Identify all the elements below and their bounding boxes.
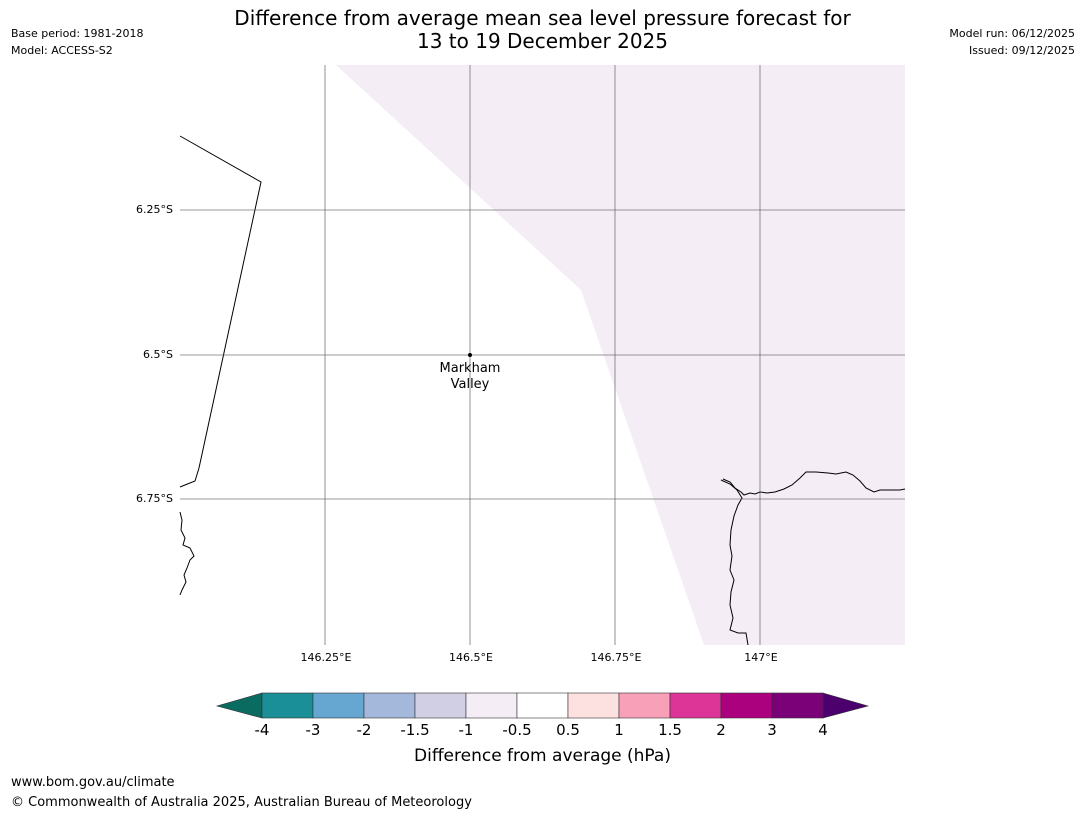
place-label-line-1: Markham bbox=[440, 361, 501, 376]
colorbar-high-extension bbox=[822, 692, 870, 719]
lat-label-6-5: 6.5°S bbox=[143, 348, 173, 361]
colorbar-tick-label: -2 bbox=[357, 721, 372, 739]
colorbar-tick-label: -1 bbox=[459, 721, 474, 739]
footer-copyright: © Commonwealth of Australia 2025, Austra… bbox=[11, 795, 472, 810]
lon-label-146-25: 146.25°E bbox=[301, 651, 352, 664]
base-period-text: Base period: 1981-2018 bbox=[11, 27, 144, 40]
metadata-right: Model run: 06/12/2025 Issued: 09/12/2025 bbox=[949, 25, 1075, 59]
colorbar-segment bbox=[516, 692, 569, 719]
colorbar-low-extension bbox=[215, 692, 263, 719]
model-run-text: Model run: 06/12/2025 bbox=[949, 27, 1075, 40]
colorbar-tick-label: 4 bbox=[818, 721, 828, 739]
colorbar-title: Difference from average (hPa) bbox=[414, 746, 671, 766]
map-area: Markham Valley 6.25°S 6.5°S 6.75°S 146.2… bbox=[136, 65, 906, 664]
colorbar-tick-label: 3 bbox=[767, 721, 777, 739]
place-label-line-2: Valley bbox=[451, 377, 490, 392]
colorbar-tick-label: 1.5 bbox=[658, 721, 682, 739]
colorbar-tick-label: 2 bbox=[716, 721, 726, 739]
coastline-west bbox=[179, 135, 262, 488]
chart-title: Difference from average mean sea level p… bbox=[0, 7, 1085, 53]
colorbar-segment bbox=[567, 692, 620, 719]
colorbar-segment bbox=[261, 692, 314, 719]
coastline-east-river bbox=[720, 479, 749, 646]
coastline-east bbox=[722, 471, 906, 496]
colorbar-segment bbox=[720, 692, 773, 719]
colorbar-tick-label: -4 bbox=[255, 721, 270, 739]
colorbar-segment bbox=[414, 692, 467, 719]
title-line-2: 13 to 19 December 2025 bbox=[416, 29, 668, 53]
coastline-southwest bbox=[179, 511, 195, 596]
colorbar-segment bbox=[669, 692, 722, 719]
gridlines bbox=[180, 65, 905, 645]
title-line-1: Difference from average mean sea level p… bbox=[234, 6, 851, 30]
issued-text: Issued: 09/12/2025 bbox=[968, 44, 1075, 57]
lon-label-147: 147°E bbox=[744, 651, 777, 664]
colorbar-tick-label: -3 bbox=[306, 721, 321, 739]
footer-url: www.bom.gov.au/climate bbox=[11, 775, 175, 790]
colorbar-tick-label: 1 bbox=[614, 721, 624, 739]
lon-label-146-75: 146.75°E bbox=[591, 651, 642, 664]
colorbar-tick-label: 0.5 bbox=[556, 721, 580, 739]
colorbar-segment bbox=[312, 692, 365, 719]
colorbar: -4 -3 -2 -1.5 -1 -0.5 0.5 1 1.5 2 3 4 bbox=[215, 692, 870, 739]
lat-label-6-25: 6.25°S bbox=[136, 203, 173, 216]
colorbar-segment bbox=[771, 692, 824, 719]
colorbar-tick-label: -1.5 bbox=[400, 721, 429, 739]
colorbar-tick-label: -0.5 bbox=[502, 721, 531, 739]
colorbar-segment bbox=[465, 692, 518, 719]
colorbar-segment bbox=[618, 692, 671, 719]
colorbar-segment bbox=[363, 692, 416, 719]
lon-label-146-5: 146.5°E bbox=[449, 651, 493, 664]
model-text: Model: ACCESS-S2 bbox=[11, 44, 113, 57]
metadata-left: Base period: 1981-2018 Model: ACCESS-S2 bbox=[11, 25, 143, 59]
place-marker bbox=[468, 353, 472, 357]
lat-label-6-75: 6.75°S bbox=[136, 492, 173, 505]
